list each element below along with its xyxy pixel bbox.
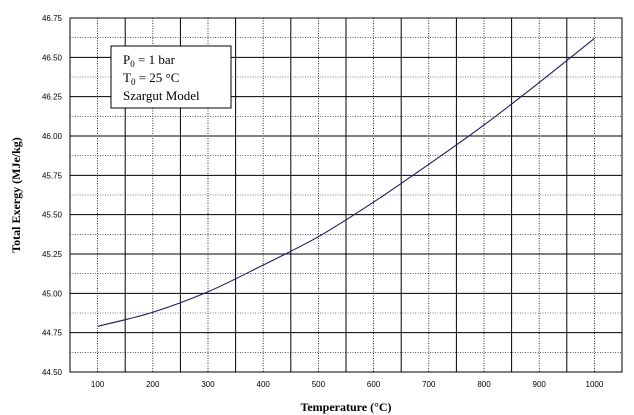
y-tick-label: 45.75 xyxy=(42,171,63,180)
legend-line-2: T0 = 25 °C xyxy=(123,70,179,87)
x-tick-label: 200 xyxy=(146,380,160,389)
series-layer xyxy=(97,38,595,327)
y-tick-label: 45.50 xyxy=(42,211,63,220)
y-tick-label: 46.00 xyxy=(42,132,63,141)
x-tick-label: 900 xyxy=(533,380,547,389)
y-tick-label: 46.25 xyxy=(42,93,63,102)
legend-box: P0 = 1 bar T0 = 25 °C Szargut Model xyxy=(110,45,232,109)
y-tick-label: 46.50 xyxy=(42,53,63,62)
x-axis-title: Temperature (°C) xyxy=(300,400,391,414)
x-tick-labels: 100 200 300 400 500 600 700 800 900 1000 xyxy=(91,380,604,389)
x-tick-label: 600 xyxy=(367,380,381,389)
x-tick-label: 700 xyxy=(422,380,436,389)
y-tick-label: 46.75 xyxy=(42,14,63,23)
x-tick-label: 100 xyxy=(91,380,105,389)
y-tick-labels: 44.50 44.75 45.00 45.25 45.50 45.75 46.00 46.25… xyxy=(42,14,63,377)
y-tick-label: 44.50 xyxy=(42,368,63,377)
legend-line-1: P0 = 1 bar xyxy=(123,52,176,69)
series-line xyxy=(97,38,595,327)
x-tick-label: 500 xyxy=(312,380,326,389)
y-tick-label: 45.25 xyxy=(42,250,63,259)
legend-line-3: Szargut Model xyxy=(123,88,200,103)
y-tick-label: 44.75 xyxy=(42,329,63,338)
x-tick-label: 1000 xyxy=(586,380,604,389)
minor-gridlines xyxy=(70,18,622,372)
x-tick-label: 300 xyxy=(201,380,215,389)
plot-frame xyxy=(69,17,623,373)
y-tick-label: 45.00 xyxy=(42,289,63,298)
x-tick-label: 400 xyxy=(257,380,271,389)
y-axis-title: Total Exergy (MJe/kg) xyxy=(9,137,23,253)
x-tick-label: 800 xyxy=(477,380,491,389)
